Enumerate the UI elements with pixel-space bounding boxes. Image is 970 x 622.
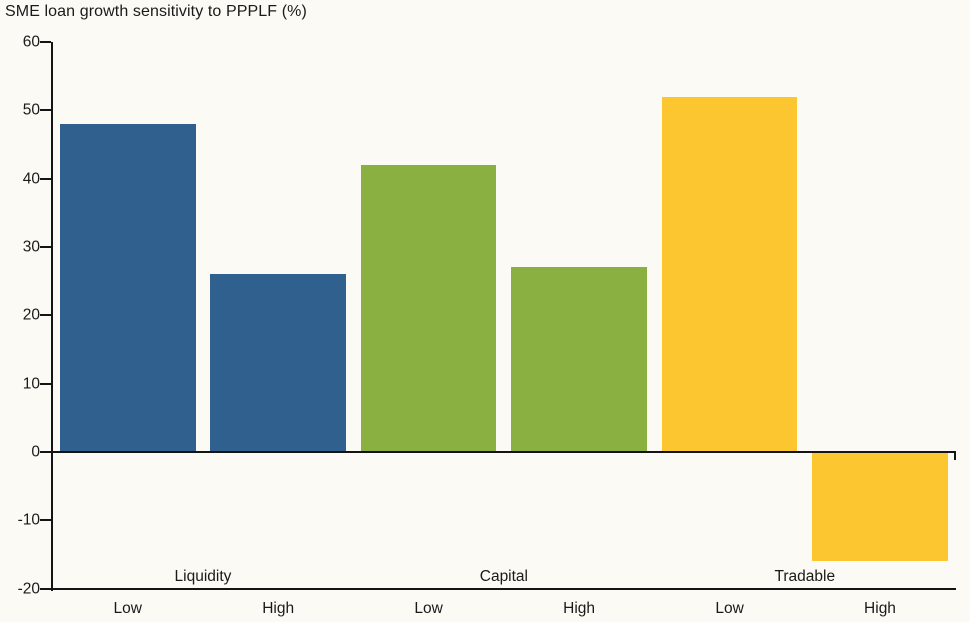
- y-axis-tick-label: 20: [22, 306, 40, 324]
- y-axis-tick: [40, 41, 51, 43]
- y-axis-tick-label: 30: [22, 238, 40, 256]
- bar-capital-high: [511, 267, 647, 452]
- zero-line-end-tick: [954, 451, 956, 460]
- x-axis-line: [51, 587, 956, 590]
- y-axis-line: [51, 42, 53, 591]
- bar-capital-low: [360, 164, 497, 452]
- x-category-label-2: Low: [414, 600, 443, 617]
- x-category-label-5: High: [864, 600, 896, 617]
- y-axis-tick-label: 10: [22, 374, 40, 392]
- y-axis-tick: [40, 587, 51, 590]
- y-axis-tick: [40, 109, 51, 112]
- bar-tradable-low: [661, 96, 798, 452]
- bar-liquidity-low: [60, 123, 196, 452]
- y-axis-tick: [40, 519, 51, 522]
- chart-title: SME loan growth sensitivity to PPPLF (%): [5, 3, 307, 20]
- bar-tradable-high: [812, 451, 948, 562]
- zero-line: [53, 450, 956, 453]
- x-category-label-1: High: [262, 600, 295, 617]
- y-axis-tick-label: 50: [22, 101, 40, 119]
- y-axis-tick: [40, 177, 51, 180]
- x-category-label-3: High: [563, 600, 596, 617]
- x-category-label-4: Low: [715, 600, 744, 617]
- bar-liquidity-high: [210, 274, 346, 452]
- y-axis-tick-label: 60: [22, 33, 40, 51]
- y-axis-tick: [40, 382, 51, 385]
- y-axis-tick: [40, 314, 51, 317]
- y-axis-tick-label: 40: [22, 169, 40, 187]
- y-axis-tick: [40, 245, 51, 248]
- group-label-capital: Capital: [479, 568, 528, 585]
- group-label-liquidity: Liquidity: [174, 568, 232, 585]
- y-axis-tick: [40, 450, 51, 453]
- group-label-tradable: Tradable: [774, 568, 836, 585]
- y-axis-tick-label: 0: [31, 443, 40, 461]
- x-category-label-0: Low: [113, 600, 142, 617]
- y-axis-tick-label: -20: [17, 579, 40, 597]
- y-axis-tick-label: -10: [17, 511, 40, 529]
